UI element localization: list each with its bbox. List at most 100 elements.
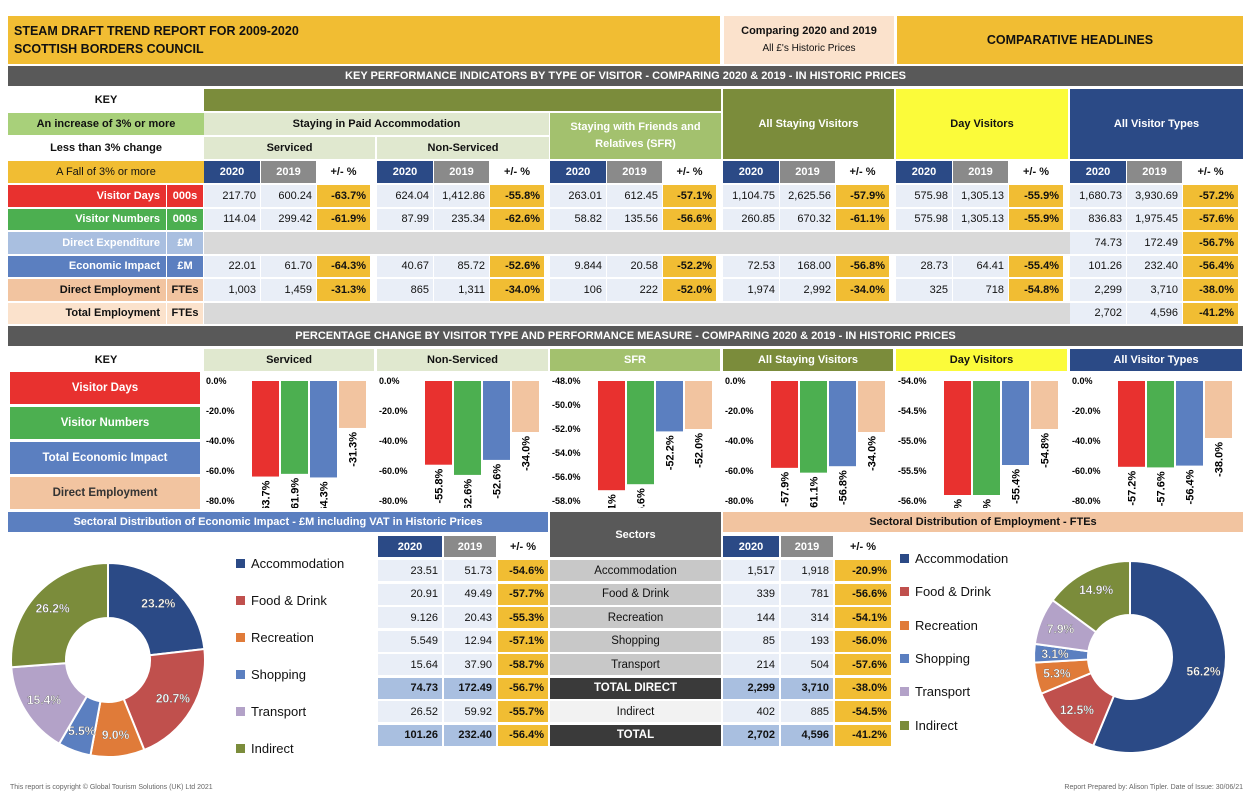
kpi-value-cell: 575.98: [896, 208, 952, 230]
legend-swatch: [900, 687, 909, 697]
serviced-year-y2020: 2020: [204, 161, 260, 183]
emp-donut-chart: 56.2% 12.5% 5.3% 3.1% 7.9% 14.9%: [1033, 559, 1227, 754]
kpi-empty-cell: [550, 302, 723, 324]
econ-sector-value: 172.49: [444, 677, 496, 699]
pct-bar: [973, 381, 1000, 495]
legend-label: Transport: [251, 704, 307, 719]
econ-year-pm: +/- %: [498, 536, 548, 557]
emp-sector-value: -56.0%: [835, 630, 891, 652]
pct-axis-tick: -40.0%: [725, 436, 754, 446]
emp-sector-value: -56.6%: [835, 583, 891, 605]
legend-swatch: [900, 620, 909, 630]
day-year-pm: +/- %: [1009, 161, 1063, 183]
pct-bar: [339, 381, 366, 428]
pct-axis-tick: -20.0%: [725, 406, 754, 416]
comparison-note: Comparing 2020 and 2019 All £'s Historic…: [724, 16, 894, 64]
pct-bar-label: -62.6%: [463, 479, 475, 508]
kpi-change-cell: -55.8%: [490, 185, 544, 207]
pct-bar: [1031, 381, 1058, 429]
donut-slice: [122, 647, 206, 752]
pct-axis-tick: -60.0%: [206, 466, 235, 476]
serviced-year-pm: +/- %: [317, 161, 370, 183]
pct-axis-tick: -54.0%: [898, 376, 927, 386]
staying-year-y2019: 2019: [780, 161, 835, 183]
pct-bar-label: -34.0%: [521, 436, 533, 471]
kpi-change-cell: -57.9%: [836, 185, 889, 207]
kpi-value-cell: 2,625.56: [780, 185, 835, 207]
pct-title-nonserviced: Non-Serviced: [377, 349, 548, 371]
emp-distribution-title: Sectoral Distribution of Employment - FT…: [723, 512, 1243, 532]
pct-axis-tick: -80.0%: [725, 496, 754, 506]
emp-sector-value: -41.2%: [835, 724, 891, 746]
kpi-value-cell: 1,974: [723, 279, 779, 301]
kpi-change-cell: -57.2%: [1183, 185, 1238, 207]
pct-bar: [944, 381, 971, 495]
pct-legend-visitor-numbers: Visitor Numbers: [10, 407, 200, 439]
all-year-y2019: 2019: [1127, 161, 1182, 183]
donut-label: 3.1%: [1041, 647, 1069, 661]
econ-year-y2019: 2019: [444, 536, 496, 557]
emp-sector-value: 214: [723, 654, 779, 675]
kpi-value-cell: 718: [953, 279, 1008, 301]
pct-bar-label: -63.7%: [261, 480, 273, 508]
kpi-value-cell: 3,930.69: [1127, 185, 1182, 207]
pct-bar-label: -55.4%: [1011, 469, 1023, 504]
pct-bar-label: -61.9%: [290, 478, 302, 508]
kpi-value-cell: 217.70: [204, 185, 260, 207]
econ-sector-value: 20.43: [444, 607, 496, 628]
econ-sector-value: 51.73: [444, 560, 496, 581]
kpi-value-cell: 85.72: [434, 255, 489, 277]
econ-legend-item: Transport: [236, 704, 306, 719]
pct-title-all: All Visitor Types: [1070, 349, 1242, 371]
pct-axis-tick: -80.0%: [206, 496, 235, 506]
kpi-value-cell: 624.04: [377, 185, 433, 207]
econ-sector-value: -57.1%: [498, 630, 548, 652]
sfr-year-y2020: 2020: [550, 161, 606, 183]
kpi-value-cell: 106: [550, 279, 606, 301]
kpi-change-cell: -52.2%: [663, 255, 716, 277]
pct-axis-tick: -55.0%: [898, 436, 927, 446]
pct-bar-label: -56.6%: [636, 488, 648, 508]
econ-sector-value: 12.94: [444, 630, 496, 652]
donut-label: 7.9%: [1047, 622, 1075, 636]
kpi-value-cell: 865: [377, 279, 433, 301]
key-same: Less than 3% change: [50, 142, 162, 154]
pct-axis-tick: 0.0%: [206, 376, 227, 386]
pct-bar-label: -56.4%: [1185, 469, 1197, 504]
legend-label: Transport: [915, 684, 971, 700]
kpi-value-cell: 1,003: [204, 279, 260, 301]
pct-axis-tick: -20.0%: [379, 406, 408, 416]
pct-bar: [1118, 381, 1145, 467]
emp-sector-value: -54.1%: [835, 607, 891, 628]
legend-swatch: [900, 720, 909, 730]
sector-name: Accommodation: [550, 560, 721, 581]
pct-legend-visitor-days: Visitor Days: [10, 372, 200, 404]
emp-sector-value: 339: [723, 583, 779, 605]
econ-sector-value: -56.7%: [498, 677, 548, 699]
emp-legend-item: Indirect: [900, 718, 958, 733]
pct-title-staying: All Staying Visitors: [723, 349, 893, 371]
kpi-empty-cell: [896, 232, 1070, 254]
kpi-row-label: Visitor Numbers: [8, 208, 166, 230]
pct-axis-tick: -40.0%: [206, 436, 235, 446]
report-title: STEAM DRAFT TREND REPORT FOR 2009-2020: [14, 24, 299, 38]
legend-swatch: [236, 559, 245, 568]
kpi-empty-cell: [204, 232, 377, 254]
emp-legend-item: Accommodation: [900, 551, 1008, 566]
kpi-value-cell: 1,680.73: [1070, 185, 1126, 207]
kpi-value-cell: 28.73: [896, 255, 952, 277]
kpi-empty-cell: [377, 232, 551, 254]
emp-legend-item: Transport: [900, 684, 970, 699]
kpi-empty-cell: [377, 302, 551, 324]
paid-accommodation-header: Staying in Paid Accommodation: [204, 113, 549, 135]
pct-chart-all: 0.0% -20.0% -40.0% -60.0% -80.0% -57.2% -57.6%…: [1072, 376, 1232, 506]
kpi-change-cell: -56.4%: [1183, 255, 1238, 277]
kpi-value-cell: 1,311: [434, 279, 489, 301]
kpi-value-cell: 2,992: [780, 279, 835, 301]
legend-label: Recreation: [915, 617, 978, 633]
legend-swatch: [236, 633, 245, 642]
pct-bar: [656, 381, 683, 432]
prepared-by-note: Report Prepared by: Alison Tipler. Date …: [1064, 784, 1243, 791]
all-year-y2020: 2020: [1070, 161, 1126, 183]
emp-sector-value: -20.9%: [835, 560, 891, 581]
